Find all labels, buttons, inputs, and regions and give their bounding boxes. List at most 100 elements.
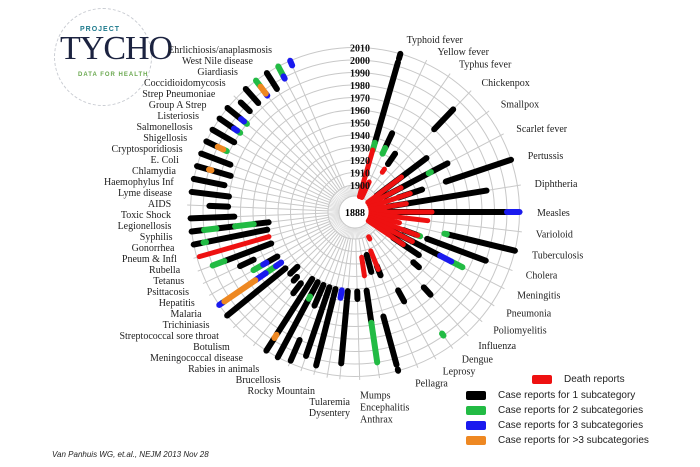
disease-label: Rubella bbox=[149, 265, 181, 276]
year-tick-label: 2000 bbox=[350, 56, 370, 67]
bar-c1-segment bbox=[371, 59, 401, 146]
grid-spoke bbox=[288, 57, 345, 188]
bar-c4-segment bbox=[257, 83, 269, 97]
inner-grid-spoke bbox=[333, 194, 343, 203]
legend-label: Case reports for 2 subcategories bbox=[498, 405, 644, 416]
inner-grid-spoke bbox=[363, 225, 370, 235]
disease-label: AIDS bbox=[148, 199, 171, 210]
bar-c1-segment bbox=[224, 265, 289, 319]
bar-c1-segment bbox=[287, 263, 301, 277]
disease-label: Coccidioidomycosis bbox=[144, 78, 226, 89]
bar-c1-segment bbox=[221, 240, 275, 265]
grid-spoke bbox=[366, 59, 428, 188]
bar-c1-segment bbox=[209, 126, 238, 146]
bar-c1-segment bbox=[363, 251, 375, 275]
bar-c1-segment bbox=[237, 256, 257, 270]
disease-label: Smallpox bbox=[501, 100, 539, 111]
inner-grid-spoke bbox=[355, 185, 357, 197]
inner-grid-spoke bbox=[353, 185, 355, 197]
inner-grid-spoke bbox=[340, 225, 347, 235]
bar-c1-segment bbox=[187, 213, 238, 222]
bar-c2-segment bbox=[232, 221, 257, 230]
inner-grid-spoke bbox=[343, 187, 349, 198]
bar-c1-segment bbox=[290, 280, 304, 297]
grid-spoke bbox=[326, 238, 351, 378]
legend-swatch bbox=[466, 406, 486, 415]
disease-label: Syphilis bbox=[140, 232, 173, 243]
bar-c1-segment bbox=[319, 284, 333, 312]
logo-ring bbox=[54, 8, 152, 106]
inner-grid-spoke bbox=[356, 227, 359, 239]
disease-label: Listeriosis bbox=[157, 111, 199, 122]
bar-c1-segment bbox=[242, 85, 262, 107]
disease-label: Brucellosis bbox=[236, 375, 281, 386]
inner-grid-spoke bbox=[347, 185, 352, 197]
disease-label: Mumps bbox=[360, 390, 391, 401]
bar-c1-segment bbox=[380, 313, 400, 368]
bar-death-segment bbox=[366, 216, 415, 244]
disease-label: Pneum & Infl bbox=[122, 254, 177, 265]
bar-c2-segment bbox=[379, 145, 389, 157]
inner-grid-spoke bbox=[349, 185, 352, 197]
bar-c1-segment bbox=[338, 298, 350, 367]
inner-grid-spoke bbox=[366, 223, 375, 232]
bar-c1-segment bbox=[311, 281, 327, 309]
inner-grid-spoke bbox=[332, 197, 342, 204]
inner-grid-spoke bbox=[329, 203, 340, 208]
disease-label: Cryptosporidiosis bbox=[111, 144, 182, 155]
inner-grid-spoke bbox=[336, 191, 345, 201]
year-tick-label: 1950 bbox=[350, 119, 370, 130]
inner-grid-spoke bbox=[334, 193, 344, 202]
disease-label: Cholera bbox=[526, 271, 558, 282]
bar-c1-segment bbox=[263, 70, 280, 92]
disease-label: Meningococcal disease bbox=[150, 353, 244, 364]
inner-grid-spoke bbox=[365, 223, 374, 233]
legend-label: Death reports bbox=[564, 374, 625, 385]
inner-grid-spoke bbox=[341, 225, 348, 236]
year-tick-label: 1990 bbox=[350, 69, 370, 80]
legend-label: Case reports for 1 subcategory bbox=[498, 390, 636, 401]
inner-grid-spoke bbox=[331, 219, 342, 226]
year-tick-label: 1910 bbox=[350, 169, 370, 180]
legend-swatch bbox=[466, 391, 486, 400]
disease-label: Leprosy bbox=[443, 366, 476, 377]
disease-label: Chickenpox bbox=[481, 78, 529, 89]
disease-label: Pellagra bbox=[415, 378, 448, 389]
bar-c2-segment bbox=[305, 293, 314, 302]
bar-death-segment bbox=[196, 234, 272, 260]
bar-c3-segment bbox=[287, 57, 296, 69]
legend-item-c4: Case reports for >3 subcategories bbox=[466, 433, 649, 448]
bar-c1-segment bbox=[198, 150, 234, 168]
project-tycho-logo: PROJECT TYCHO DATA FOR HEALTH bbox=[52, 8, 173, 106]
disease-label: E. Coli bbox=[151, 155, 180, 166]
inner-grid-spoke bbox=[331, 198, 342, 205]
inner-grid-spoke bbox=[350, 185, 353, 197]
bar-c1-segment bbox=[443, 231, 518, 254]
disease-label: Typhoid fever bbox=[407, 35, 464, 46]
inner-grid-spoke bbox=[329, 217, 341, 222]
bar-death-segment bbox=[359, 254, 367, 279]
inner-grid-spoke bbox=[349, 227, 352, 239]
inner-grid-spoke bbox=[355, 227, 357, 239]
disease-label: Tularemia bbox=[309, 397, 350, 408]
bar-c4-segment bbox=[206, 166, 215, 174]
bar-death-segment bbox=[366, 234, 373, 242]
inner-grid-spoke bbox=[364, 190, 372, 200]
inner-grid-spoke bbox=[357, 227, 360, 239]
grid-spoke bbox=[370, 233, 454, 349]
bar-death-segment bbox=[368, 248, 381, 272]
disease-label: Ehrlichiosis/anaplasmosis bbox=[168, 45, 272, 56]
inner-grid-spoke bbox=[330, 219, 341, 225]
disease-label: Dengue bbox=[462, 354, 494, 365]
inner-grid-spoke bbox=[345, 186, 350, 198]
logo-project-text: PROJECT bbox=[80, 26, 121, 33]
inner-grid-spoke bbox=[338, 224, 346, 234]
bar-death-segment bbox=[368, 211, 431, 224]
inner-grid-spoke bbox=[358, 227, 361, 239]
bar-death-segment bbox=[368, 201, 409, 212]
bar-c1-segment bbox=[395, 50, 404, 62]
bar-c1-segment bbox=[384, 150, 399, 167]
inner-grid-spoke bbox=[328, 214, 340, 217]
inner-grid-spoke bbox=[333, 195, 343, 203]
